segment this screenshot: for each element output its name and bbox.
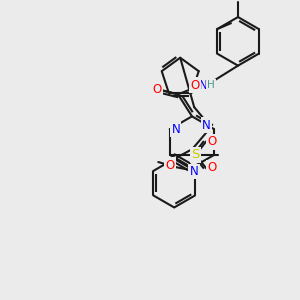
Text: O: O — [166, 158, 175, 172]
Text: H: H — [207, 80, 215, 90]
Text: O: O — [207, 161, 216, 174]
Text: N: N — [190, 165, 198, 178]
Text: O: O — [152, 83, 162, 96]
Text: N: N — [202, 119, 211, 132]
Text: N: N — [199, 79, 207, 92]
Text: S: S — [192, 148, 200, 161]
Text: N: N — [171, 123, 180, 136]
Text: O: O — [190, 79, 200, 92]
Text: O: O — [207, 135, 216, 148]
